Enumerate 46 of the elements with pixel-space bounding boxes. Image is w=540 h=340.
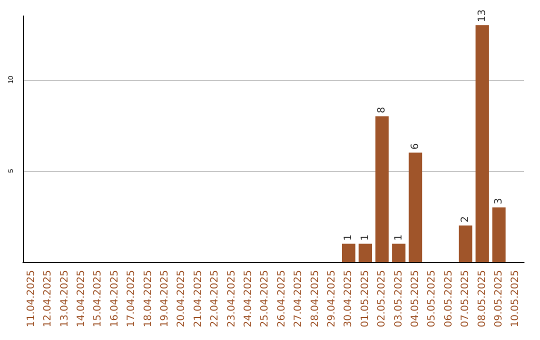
- x-tick-label: 30.04.2025: [343, 270, 354, 328]
- x-tick-label: 05.05.2025: [426, 270, 438, 328]
- data-label: 1: [360, 234, 371, 241]
- x-tick-label: 06.05.2025: [443, 270, 454, 328]
- data-label: 13: [476, 9, 488, 22]
- x-tick-label: 14.04.2025: [76, 270, 87, 328]
- bar: [358, 244, 372, 262]
- x-tick-label: 04.05.2025: [410, 270, 421, 328]
- x-tick-label: 23.04.2025: [226, 270, 238, 328]
- x-tick-label: 13.04.2025: [59, 270, 70, 328]
- x-tick-label: 10.05.2025: [510, 270, 522, 328]
- x-tick-label: 07.05.2025: [460, 270, 472, 328]
- x-tick-label: 26.04.2025: [276, 270, 288, 328]
- x-tick-label: 16.04.2025: [109, 270, 120, 328]
- x-tick-label: 02.05.2025: [376, 270, 388, 328]
- x-tick-label: 11.04.2025: [26, 270, 37, 328]
- x-tick-label: 08.05.2025: [476, 270, 488, 328]
- data-label: 8: [376, 106, 388, 114]
- x-tick-label: 24.04.2025: [242, 270, 254, 328]
- x-tick-label: 19.04.2025: [159, 270, 170, 328]
- x-tick-label: 29.04.2025: [326, 270, 338, 328]
- bar: [492, 207, 506, 262]
- bar: [408, 152, 422, 262]
- x-tick-label: 27.04.2025: [293, 270, 304, 328]
- x-tick-label: 09.05.2025: [493, 270, 504, 328]
- x-tick-label: 18.04.2025: [142, 270, 154, 328]
- x-tick-label: 20.04.2025: [176, 270, 188, 328]
- bar: [342, 244, 356, 262]
- x-tick-label: 03.05.2025: [393, 270, 404, 328]
- x-tick-label: 12.04.2025: [42, 270, 54, 328]
- x-tick-label: 17.04.2025: [126, 270, 138, 328]
- x-tick-label: 25.04.2025: [260, 270, 271, 328]
- bar: [458, 226, 472, 262]
- bar: [375, 116, 389, 262]
- bar: [476, 25, 489, 262]
- data-label: 6: [410, 143, 421, 150]
- data-label: 1: [393, 234, 404, 241]
- data-label: 3: [493, 198, 504, 204]
- data-label: 1: [343, 234, 354, 241]
- bar: [392, 244, 406, 262]
- x-tick-label: 21.04.2025: [192, 270, 204, 328]
- x-tick-label: 28.04.2025: [310, 270, 321, 328]
- data-label: 2: [460, 216, 472, 223]
- x-tick-label: 22.04.2025: [210, 270, 221, 328]
- x-tick-label: 01.05.2025: [360, 270, 371, 328]
- x-tick-label: 15.04.2025: [92, 270, 104, 328]
